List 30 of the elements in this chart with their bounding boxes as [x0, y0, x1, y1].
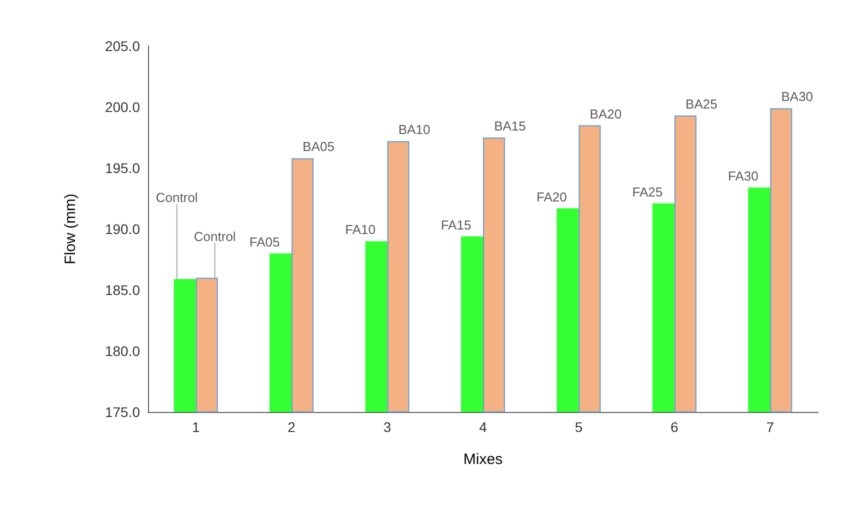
x-tick-label: 2: [288, 419, 296, 435]
y-tick-label: 190.0: [104, 221, 140, 237]
data-label: BA10: [398, 122, 430, 138]
x-tick-label: 1: [192, 419, 200, 435]
x-tick-label: 5: [574, 419, 583, 435]
x-tick-label: 3: [383, 419, 392, 435]
x-axis-title: Mixes: [463, 451, 503, 468]
data-label: BA05: [302, 139, 334, 154]
data-label: FA10: [345, 222, 376, 238]
x-tick-label: 7: [766, 419, 774, 435]
y-tick-label: 185.0: [104, 282, 140, 298]
data-label: Control: [156, 190, 198, 206]
data-label: BA20: [590, 106, 622, 122]
x-tick-label: 6: [670, 419, 679, 435]
data-label: BA30: [781, 89, 814, 104]
data-label: FA25: [632, 184, 663, 200]
y-tick-label: 180.0: [104, 343, 140, 359]
data-label: FA20: [536, 189, 567, 204]
data-label: FA30: [728, 168, 758, 184]
y-tick-label: 200.0: [104, 99, 140, 115]
data-label: BA25: [686, 96, 718, 112]
x-tick-label: 4: [479, 419, 488, 435]
y-tick-label: 195.0: [104, 160, 140, 176]
data-label: BA15: [494, 118, 526, 134]
y-tick-label: 205.0: [104, 38, 140, 54]
y-tick-label: 175.0: [104, 404, 140, 420]
y-axis-title: Flow (mm): [62, 194, 79, 264]
data-label: Control: [194, 228, 236, 244]
data-label: FA15: [440, 217, 472, 232]
data-label: FA05: [249, 234, 280, 250]
